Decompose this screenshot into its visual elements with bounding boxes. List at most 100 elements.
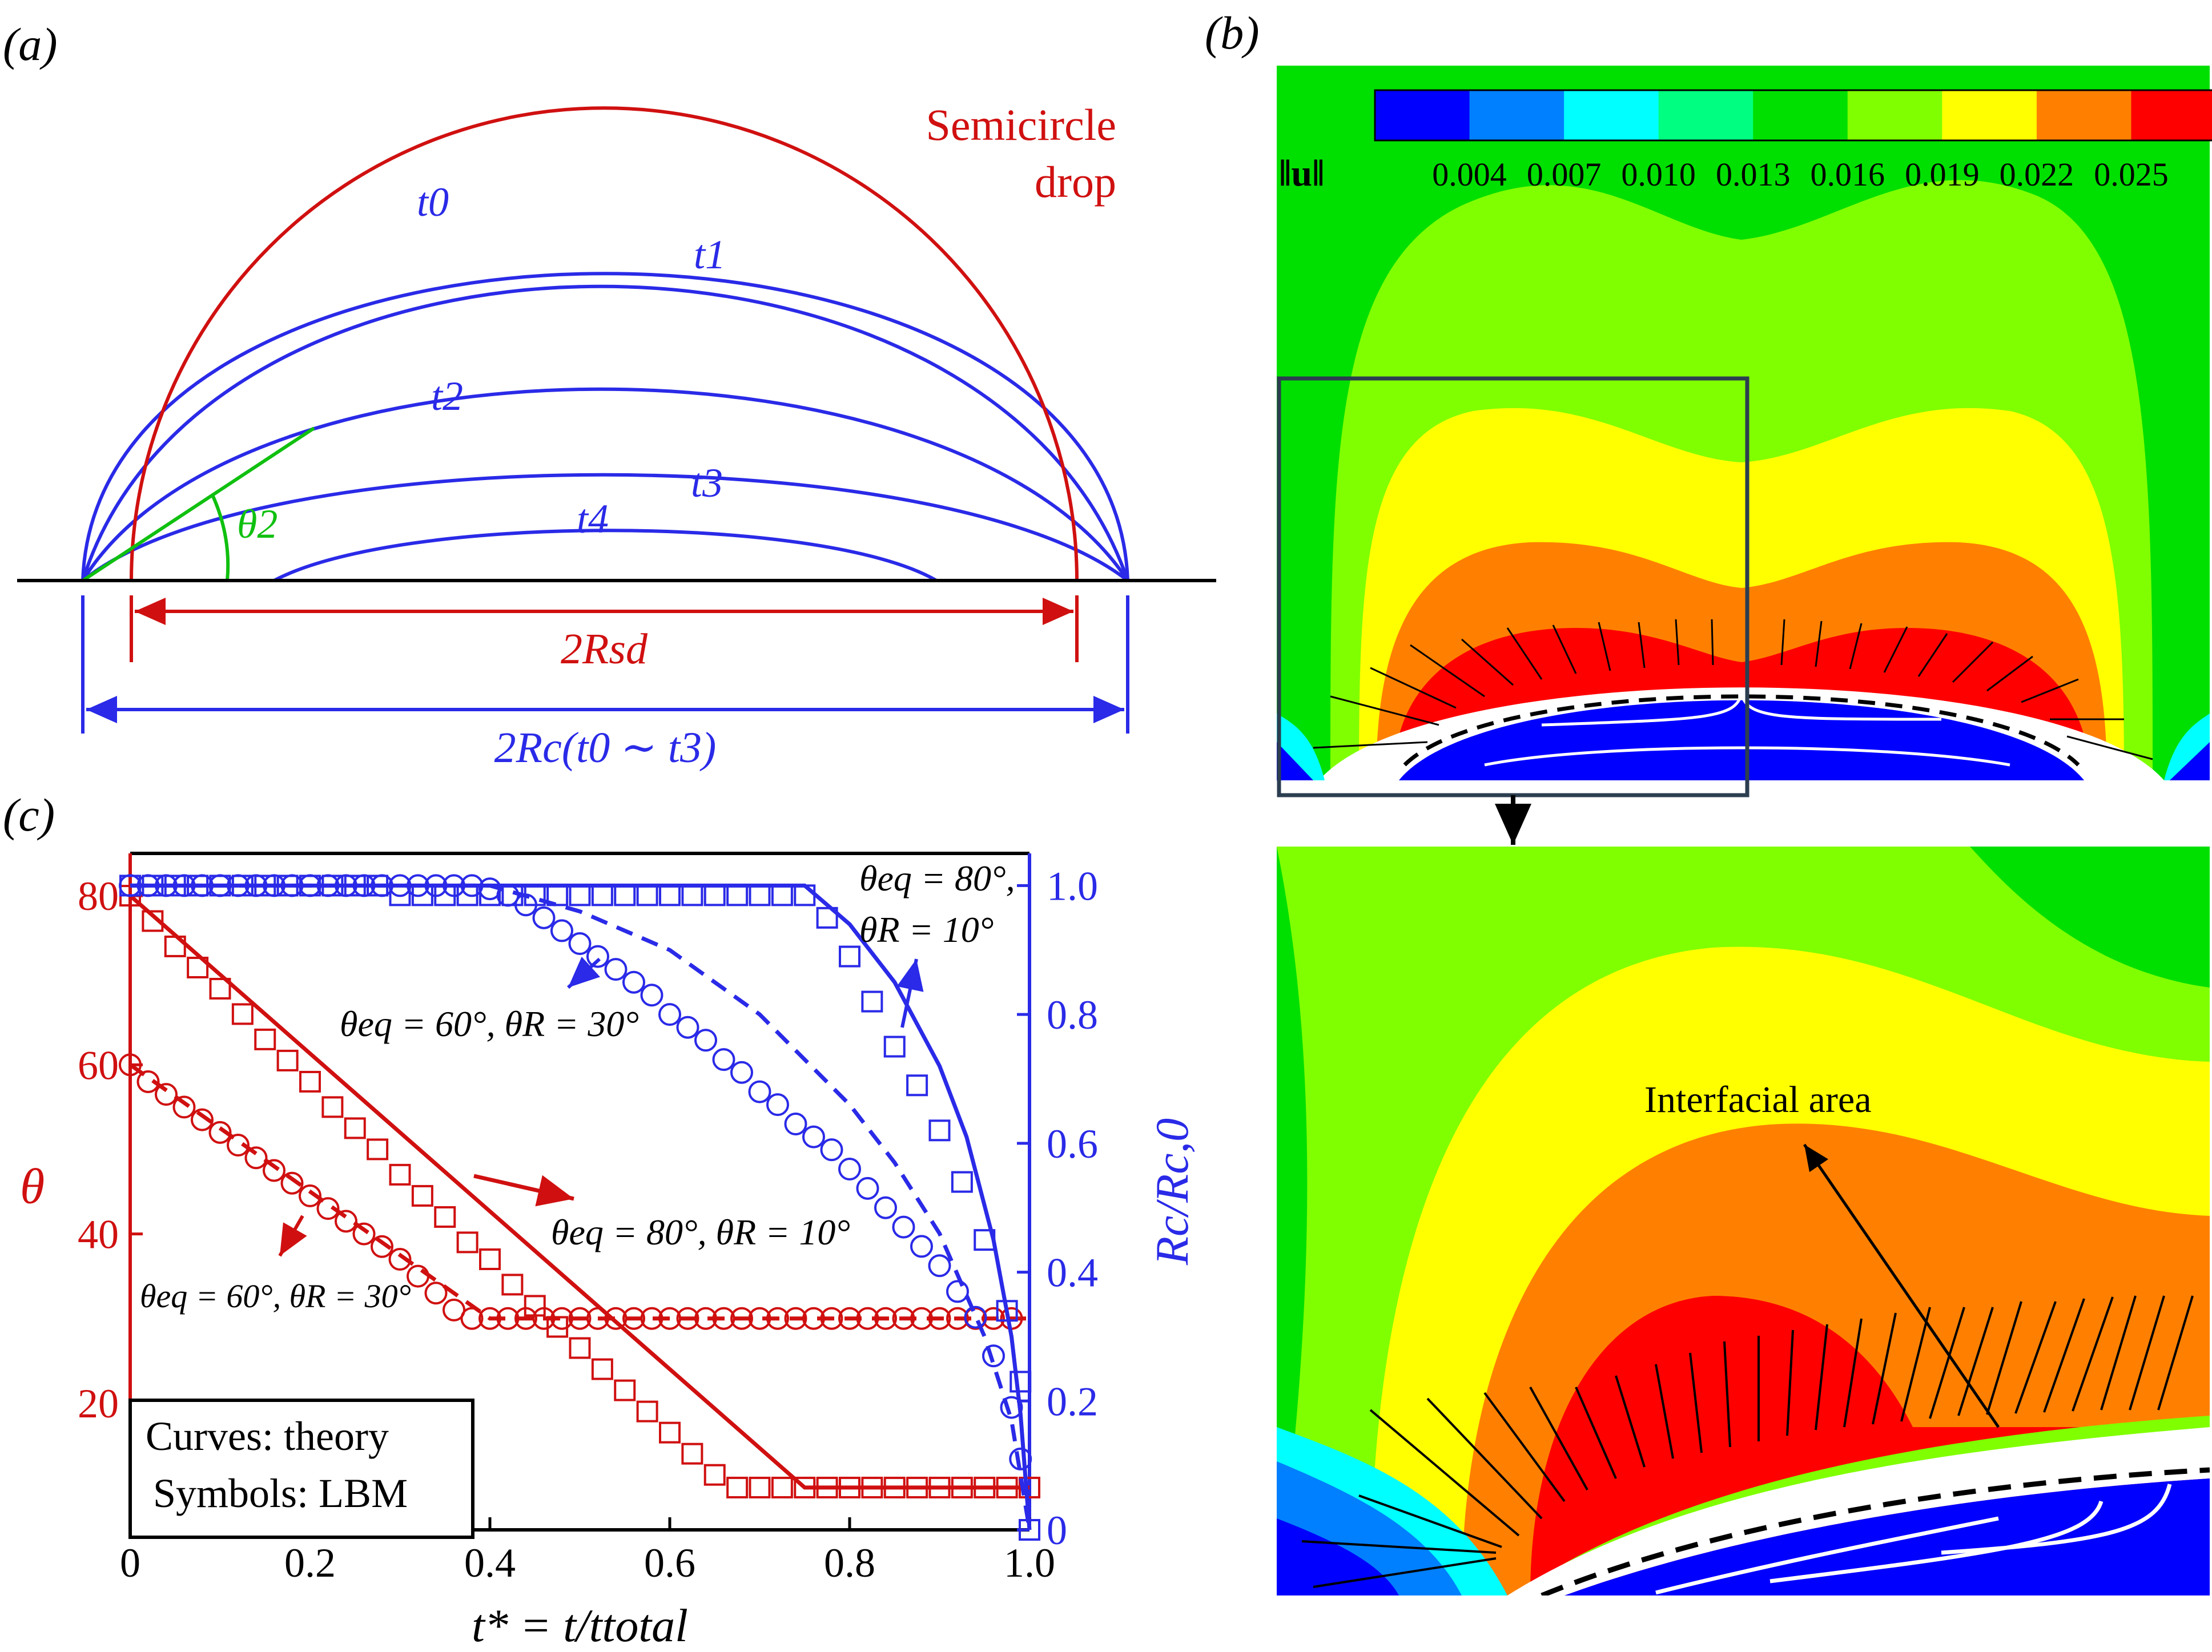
series-3-point (622, 1307, 645, 1330)
series-3-point (478, 1307, 501, 1330)
series-2-point (951, 1476, 973, 1498)
series-7-point (460, 874, 484, 897)
series-2-point (142, 910, 164, 932)
series-7-point (658, 1003, 681, 1026)
x-tick-label: 0.2 (284, 1540, 336, 1586)
series-7-point (820, 1138, 843, 1162)
series-7-point (316, 874, 340, 897)
interfacial-area-arrow (1803, 1143, 2000, 1428)
series-3-point (496, 1307, 520, 1330)
profile-t2 (81, 387, 1129, 582)
y-tick-label-left: 60 (78, 1042, 119, 1088)
series-7-point (443, 874, 465, 897)
series-3-point (280, 1171, 304, 1195)
profile-t1 (81, 284, 1129, 581)
series-7-point (335, 874, 357, 897)
y-tick-label-right: 0.8 (1047, 992, 1098, 1038)
series-3-point (208, 1121, 232, 1144)
series-3-point (155, 1083, 178, 1106)
series-3-point (640, 1307, 663, 1330)
series-7-point (712, 1048, 735, 1071)
series-2-point (839, 1476, 860, 1498)
series-7-point (982, 1344, 1005, 1368)
colorbar: ‖u‖ 0.004 0.007 0.010 0.013 0.016 0.019 0.022 0… (1279, 89, 2212, 194)
series-3-point (910, 1307, 933, 1330)
profile-t3 (82, 473, 1129, 582)
series-2-point (614, 1379, 636, 1401)
velocity-contour-zoom (1277, 847, 2210, 1595)
series-7-point (928, 1254, 951, 1278)
series-7-point (766, 1093, 789, 1117)
series-3-point (424, 1282, 448, 1305)
label-t4: t4 (577, 496, 609, 542)
theta-radius-chart: 0 0.2 0.4 0.6 0.8 1.0 20 40 60 80 0 0.2 0.4 0.6 0.8 1.0… (20, 852, 1198, 1651)
y-tick-label-right: 1.0 (1047, 863, 1098, 909)
profile-t0 (81, 272, 1129, 581)
series-6-point (479, 884, 501, 906)
series-7-point (802, 1125, 825, 1149)
rc-label: 2Rc(t0 ∼ t3) (494, 724, 717, 772)
series-3-point (802, 1307, 825, 1330)
semicircle-drop (130, 106, 1079, 581)
series-2-point (299, 1070, 321, 1093)
colorbar-swatch (1564, 90, 1659, 140)
colorbar-symbol: ‖u‖ (1279, 152, 1325, 194)
series-6-point (1019, 1519, 1040, 1541)
series-3-point (982, 1307, 1005, 1330)
series-6-point (254, 875, 276, 897)
series-6-point (389, 884, 411, 906)
series-3-point (263, 1159, 285, 1182)
series-2-point (434, 1206, 456, 1228)
series-2-point (479, 1248, 501, 1270)
series-2-point (254, 1028, 276, 1050)
series-2-point (569, 1337, 591, 1359)
colorbar-tick-label: 0.025 (2094, 156, 2169, 193)
theta2-arc (211, 494, 230, 581)
series-7-point (172, 874, 196, 897)
series-6-point (996, 1300, 1018, 1322)
series-7-point (263, 874, 285, 897)
series-2-point (164, 935, 186, 957)
velocity-vectors-zoom (1301, 1295, 2194, 1588)
series-2-point (906, 1476, 928, 1498)
annot-eq60-top: θeq = 60°, θR = 30° (340, 1004, 639, 1044)
series-2-point (276, 1049, 299, 1071)
series-2-point (928, 1476, 951, 1498)
y-tick-label-right: 0 (1047, 1508, 1067, 1553)
series-6-point (816, 906, 838, 929)
series-7-point (892, 1215, 915, 1239)
colorbar-swatches (1374, 89, 2212, 142)
series-7-point (532, 906, 556, 929)
series-7-point (586, 945, 609, 968)
series-3-point (227, 1134, 250, 1157)
series-5-line (130, 883, 1032, 1530)
legend-line1: Curves: theory (146, 1413, 389, 1459)
series-3-point (694, 1307, 717, 1330)
series-2-point (636, 1400, 658, 1423)
colorbar-swatch (1469, 90, 1565, 140)
profile-t4 (273, 529, 938, 582)
series-7-point (748, 1080, 771, 1103)
series-3-point (388, 1248, 412, 1271)
x-tick-label: 0.8 (824, 1540, 875, 1586)
colorbar-swatch (2036, 90, 2131, 140)
series-3-point (191, 1108, 214, 1131)
series-3-point (838, 1307, 861, 1330)
series-7-point (388, 874, 412, 897)
series-7-point (136, 874, 160, 897)
series-7-point (227, 874, 250, 897)
legend-line2: Symbols: LBM (153, 1470, 408, 1516)
theta2-label: θ2 (237, 501, 277, 547)
series-6-point (636, 884, 658, 906)
series-7-point (371, 874, 393, 897)
series-3-point (658, 1307, 681, 1330)
series-6-point (164, 875, 186, 897)
series-3-point (136, 1070, 160, 1093)
series-7-point (838, 1158, 861, 1180)
series-7-point (299, 874, 321, 897)
colorbar-ticks: 0.004 0.007 0.010 0.013 0.016 0.019 0.022 0.025 (1432, 156, 2168, 193)
series-3-point (172, 1095, 196, 1119)
label-t0: t0 (417, 179, 449, 225)
series-7-point (622, 970, 645, 994)
